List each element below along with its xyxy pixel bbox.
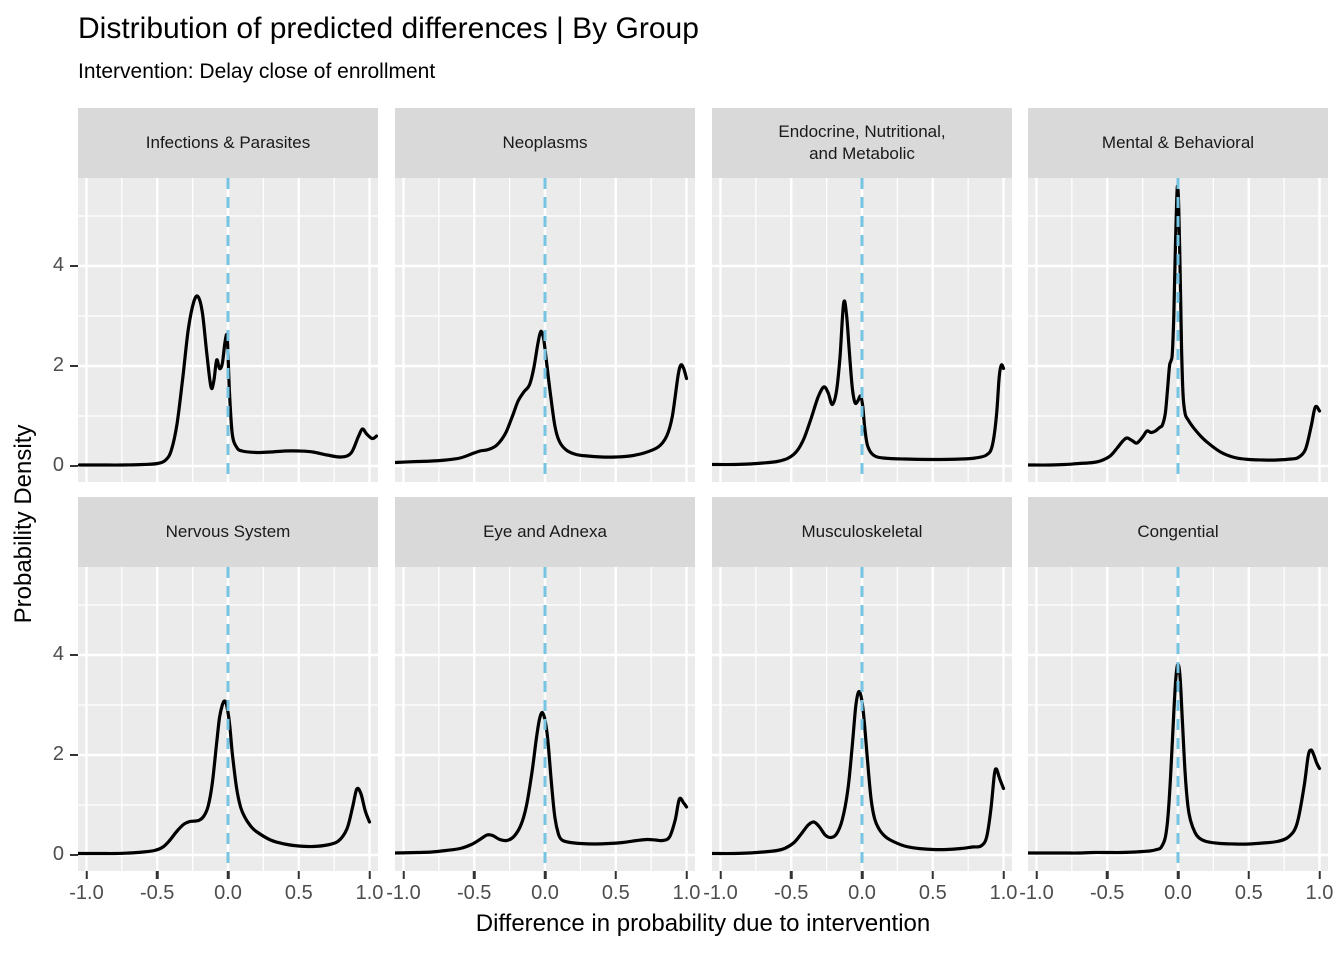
x-tick-label: 0.0 — [848, 882, 876, 904]
y-tick-label: 2 — [52, 743, 64, 765]
x-tick-label: -0.5 — [456, 882, 492, 904]
x-tick-label: 0.0 — [531, 882, 559, 904]
facet-strip-label: Neoplasms — [395, 108, 695, 178]
x-tick-mark — [155, 871, 159, 879]
y-tick-mark — [70, 653, 78, 657]
y-tick-label: 0 — [52, 843, 64, 865]
x-tick-label: 1.0 — [355, 882, 384, 904]
density-panel — [1028, 178, 1328, 482]
x-tick-mark — [226, 871, 230, 879]
x-tick-mark — [1176, 871, 1180, 879]
x-tick-label: 1.0 — [672, 882, 701, 904]
x-tick-mark — [1105, 871, 1109, 879]
y-tick-mark — [70, 853, 78, 857]
x-tick-mark — [719, 871, 722, 879]
density-panel — [395, 178, 695, 482]
density-panel — [395, 567, 695, 871]
y-tick-mark — [70, 464, 78, 468]
facet-strip-label: Congential — [1028, 497, 1328, 567]
facet-strip-label: Mental & Behavioral — [1028, 108, 1328, 178]
x-tick-mark — [297, 871, 301, 879]
y-tick-label: 4 — [52, 643, 64, 665]
density-panel — [712, 178, 1012, 482]
facet-strip-label: Musculoskeletal — [712, 497, 1012, 567]
x-tick-label: 0.5 — [284, 882, 313, 904]
x-tick-label: 0.5 — [1234, 882, 1263, 904]
y-tick-label: 2 — [52, 354, 64, 376]
x-tick-label: 0.5 — [918, 882, 947, 904]
x-tick-mark — [789, 871, 793, 879]
x-tick-mark — [1318, 871, 1321, 879]
chart-title: Distribution of predicted differences | … — [78, 12, 699, 45]
facet-strip-label: Infections & Parasites — [78, 108, 378, 178]
density-curve — [395, 329, 689, 465]
x-tick-label: 0.0 — [1164, 882, 1192, 904]
density-curve — [1028, 184, 1322, 467]
density-panel — [712, 567, 1012, 871]
x-tick-label: -0.5 — [1089, 882, 1125, 904]
x-tick-mark — [85, 871, 88, 879]
y-tick-label: 0 — [52, 454, 64, 476]
x-tick-label: 1.0 — [989, 882, 1018, 904]
facet-strip-label: Endocrine, Nutritional, and Metabolic — [712, 108, 1012, 178]
y-tick-label: 4 — [52, 254, 64, 276]
y-tick-mark — [70, 264, 78, 268]
x-tick-mark — [1247, 871, 1251, 879]
x-tick-mark — [472, 871, 476, 879]
x-tick-mark — [685, 871, 688, 879]
x-tick-mark — [402, 871, 405, 879]
chart-subtitle: Intervention: Delay close of enrollment — [78, 60, 436, 83]
x-tick-mark — [1035, 871, 1038, 879]
facet-strip-label: Nervous System — [78, 497, 378, 567]
x-tick-mark — [543, 871, 547, 879]
density-curve — [78, 294, 378, 467]
x-tick-label: -1.0 — [1019, 882, 1054, 904]
x-tick-label: 1.0 — [1305, 882, 1334, 904]
density-panel — [78, 178, 378, 482]
x-tick-label: -1.0 — [69, 882, 104, 904]
x-tick-mark — [1002, 871, 1005, 879]
y-tick-mark — [70, 753, 78, 757]
density-panel — [1028, 567, 1328, 871]
x-tick-mark — [614, 871, 618, 879]
x-axis-title: Difference in probability due to interve… — [475, 910, 931, 937]
facet-strip-label: Eye and Adnexa — [395, 497, 695, 567]
x-tick-label: 0.5 — [601, 882, 630, 904]
density-panel — [78, 567, 378, 871]
x-tick-label: 0.0 — [214, 882, 242, 904]
density-curve — [712, 299, 1006, 467]
x-tick-mark — [931, 871, 935, 879]
x-tick-mark — [368, 871, 371, 879]
density-curve — [1028, 662, 1322, 855]
density-curve — [78, 699, 372, 856]
x-tick-label: -0.5 — [139, 882, 175, 904]
y-tick-mark — [70, 364, 78, 368]
x-tick-mark — [860, 871, 864, 879]
x-tick-label: -0.5 — [773, 882, 809, 904]
x-tick-label: -1.0 — [703, 882, 738, 904]
x-tick-label: -1.0 — [386, 882, 421, 904]
